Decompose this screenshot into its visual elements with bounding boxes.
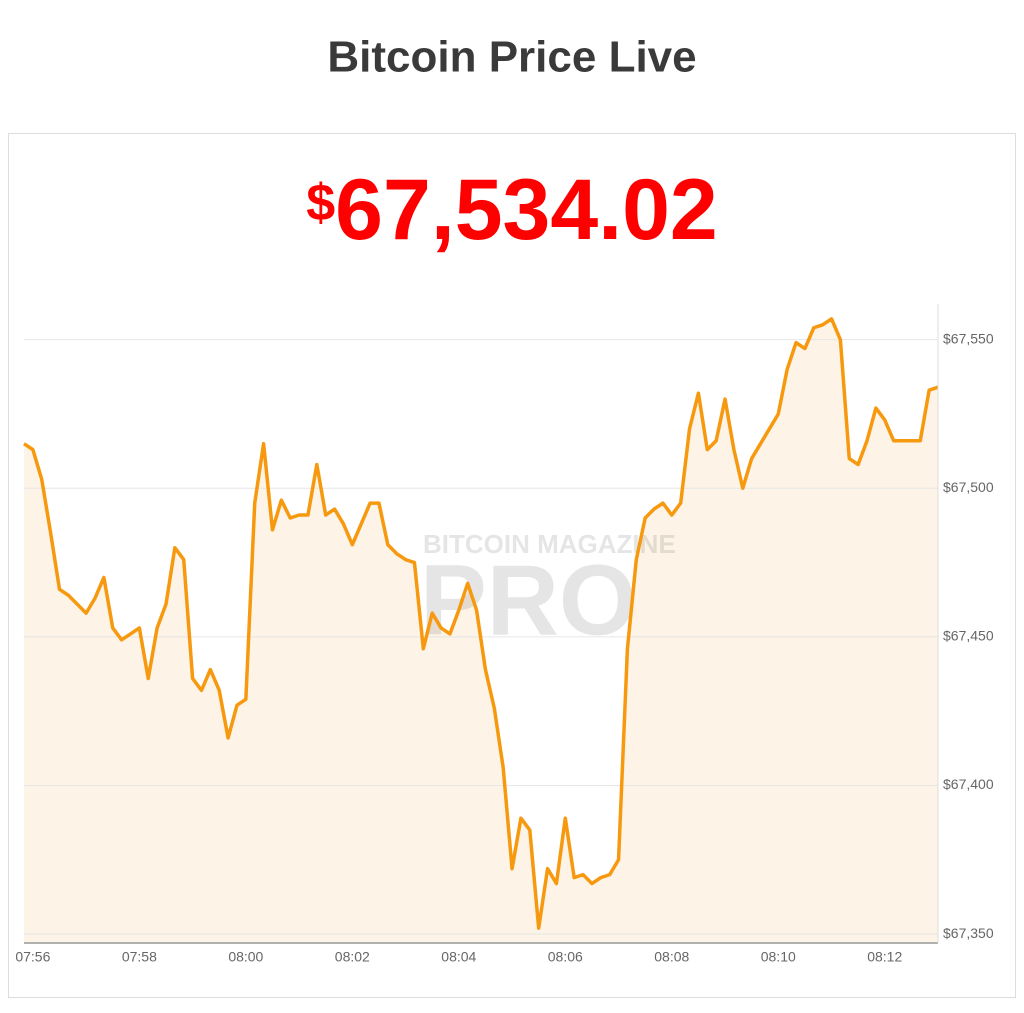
y-tick-label: $67,450 — [943, 628, 994, 644]
price-value: 67,534.02 — [335, 162, 718, 258]
x-tick-label: 08:06 — [548, 949, 583, 965]
plot: $67,350 $67,400 $67,450 $67,500 $67,550 BITCO… — [15, 304, 994, 965]
x-tick-label: 08:10 — [761, 949, 796, 965]
x-tick-label: 08:04 — [441, 949, 476, 965]
y-tick-label: $67,500 — [943, 479, 994, 495]
y-tick-label: $67,550 — [943, 330, 994, 346]
y-tick-label: $67,350 — [943, 925, 994, 941]
y-tick-label: $67,400 — [943, 776, 994, 792]
watermark-main: PRO — [420, 544, 637, 656]
x-tick-label: 07:58 — [122, 949, 157, 965]
currency-symbol: $ — [306, 174, 335, 232]
x-tick-label: 08:00 — [228, 949, 263, 965]
price-line — [23, 317, 939, 930]
x-tick-label: 08:08 — [654, 949, 689, 965]
area — [24, 318, 938, 943]
watermark-top: BITCOIN MAGAZINE — [423, 529, 676, 559]
page-title: Bitcoin Price Live — [327, 33, 696, 82]
x-tick-label: 08:02 — [335, 949, 370, 965]
price: $67,534.02 — [306, 162, 718, 258]
x-tick-label: 08:12 — [867, 949, 902, 965]
x-tick-label: 07:56 — [15, 949, 50, 965]
